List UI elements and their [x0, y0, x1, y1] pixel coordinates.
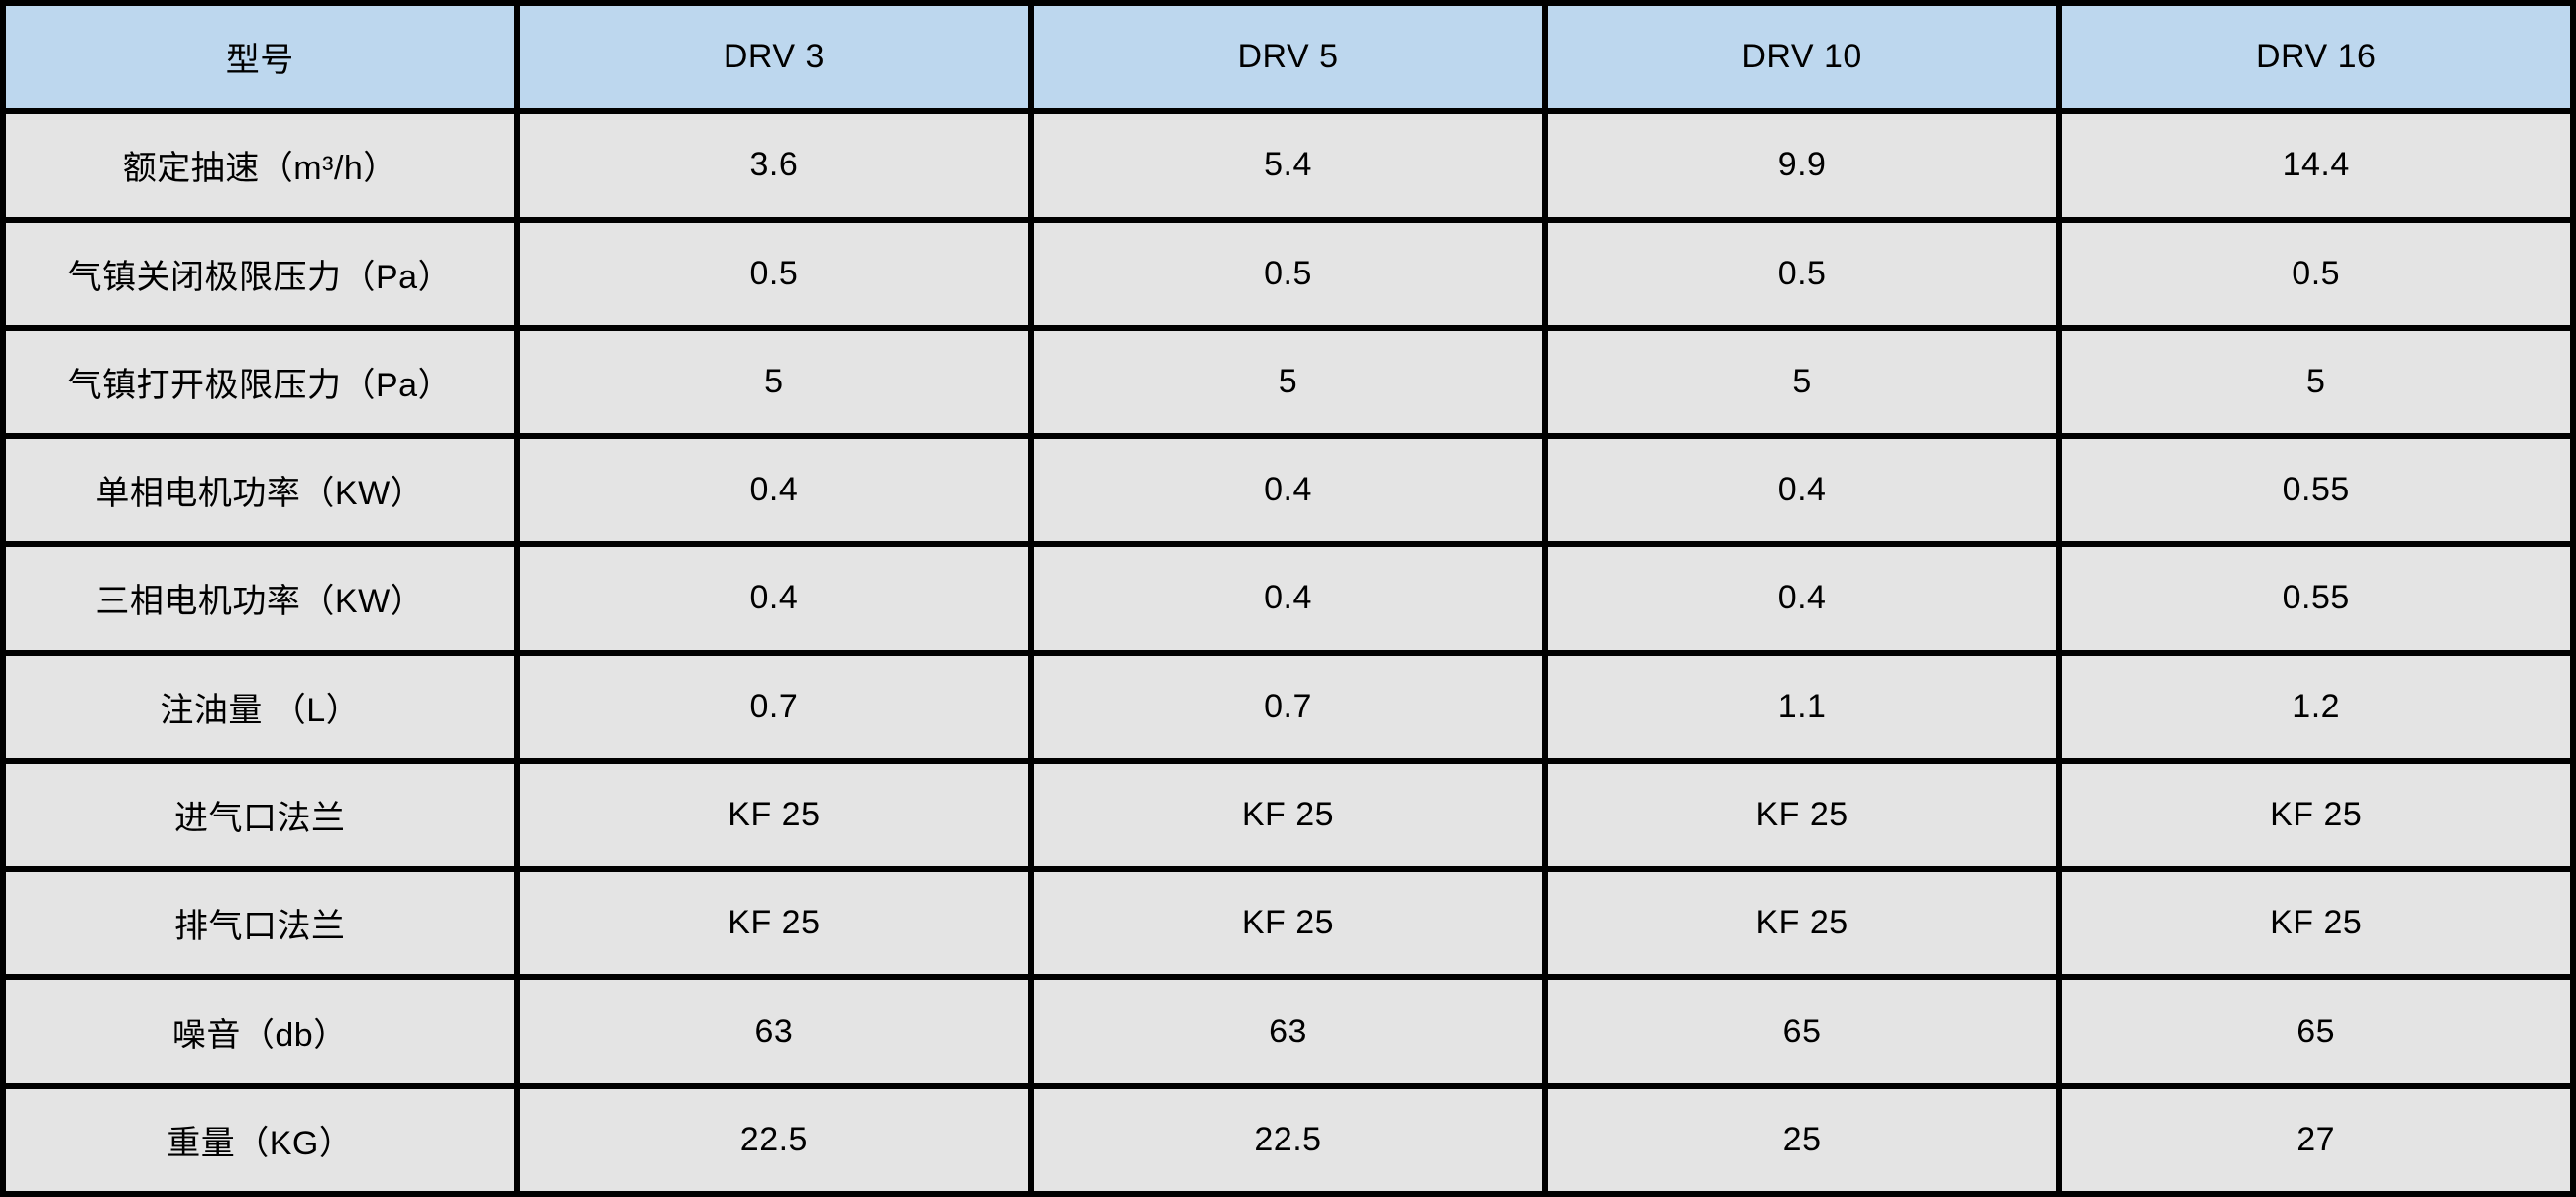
value-cell: 63: [513, 974, 1035, 1089]
header-cell-drv16: DRV 16: [2056, 0, 2576, 115]
value-cell: KF 25: [513, 757, 1035, 873]
value-cell: 0.4: [1028, 541, 1548, 656]
value-cell: 0.7: [1028, 649, 1548, 764]
value-cell: 65: [1541, 974, 2063, 1089]
table-row-exhaust-flange: 排气口法兰 KF 25 KF 25 KF 25 KF 25: [0, 866, 2576, 981]
row-label: 排气口法兰: [0, 866, 520, 981]
value-cell: 0.4: [513, 541, 1035, 656]
value-cell: 0.7: [513, 649, 1035, 764]
value-cell: KF 25: [1028, 866, 1548, 981]
value-cell: 0.5: [1541, 216, 2063, 331]
value-cell: 0.4: [1541, 541, 2063, 656]
value-cell: 5: [2056, 324, 2576, 440]
row-label: 进气口法兰: [0, 757, 520, 873]
header-cell-drv3: DRV 3: [513, 0, 1035, 115]
row-label: 注油量 （L）: [0, 649, 520, 764]
table-row-inlet-flange: 进气口法兰 KF 25 KF 25 KF 25 KF 25: [0, 757, 2576, 873]
value-cell: 5: [1028, 324, 1548, 440]
value-cell: 0.5: [1028, 216, 1548, 331]
table-row-single-phase-motor-power: 单相电机功率（KW） 0.4 0.4 0.4 0.55: [0, 433, 2576, 548]
table-row-three-phase-motor-power: 三相电机功率（KW） 0.4 0.4 0.4 0.55: [0, 541, 2576, 656]
header-cell-drv10: DRV 10: [1541, 0, 2063, 115]
row-label: 额定抽速（m³/h）: [0, 108, 520, 223]
value-cell: 0.55: [2056, 541, 2576, 656]
value-cell: 5: [1541, 324, 2063, 440]
table-row-oil-capacity: 注油量 （L） 0.7 0.7 1.1 1.2: [0, 649, 2576, 764]
value-cell: 9.9: [1541, 108, 2063, 223]
table-row-ultimate-pressure-ballast-open: 气镇打开极限压力（Pa） 5 5 5 5: [0, 324, 2576, 440]
value-cell: KF 25: [1541, 866, 2063, 981]
value-cell: 22.5: [1028, 1082, 1548, 1197]
value-cell: 1.1: [1541, 649, 2063, 764]
value-cell: 25: [1541, 1082, 2063, 1197]
value-cell: KF 25: [513, 866, 1035, 981]
value-cell: 0.4: [513, 433, 1035, 548]
table-row-noise: 噪音（db） 63 63 65 65: [0, 974, 2576, 1089]
value-cell: 27: [2056, 1082, 2576, 1197]
value-cell: 22.5: [513, 1082, 1035, 1197]
value-cell: 0.5: [2056, 216, 2576, 331]
table-header-row: 型号 DRV 3 DRV 5 DRV 10 DRV 16: [0, 0, 2576, 115]
value-cell: KF 25: [1541, 757, 2063, 873]
header-cell-drv5: DRV 5: [1028, 0, 1548, 115]
header-model-label: 型号: [0, 0, 520, 115]
value-cell: 3.6: [513, 108, 1035, 223]
table-row-pumping-speed: 额定抽速（m³/h） 3.6 5.4 9.9 14.4: [0, 108, 2576, 223]
table-row-ultimate-pressure-ballast-closed: 气镇关闭极限压力（Pa） 0.5 0.5 0.5 0.5: [0, 216, 2576, 331]
row-label: 三相电机功率（KW）: [0, 541, 520, 656]
row-label: 气镇关闭极限压力（Pa）: [0, 216, 520, 331]
value-cell: 0.5: [513, 216, 1035, 331]
row-label: 气镇打开极限压力（Pa）: [0, 324, 520, 440]
value-cell: 5.4: [1028, 108, 1548, 223]
value-cell: 5: [513, 324, 1035, 440]
value-cell: KF 25: [2056, 866, 2576, 981]
table-row-weight: 重量（KG） 22.5 22.5 25 27: [0, 1082, 2576, 1197]
value-cell: 1.2: [2056, 649, 2576, 764]
value-cell: KF 25: [1028, 757, 1548, 873]
value-cell: 0.4: [1028, 433, 1548, 548]
value-cell: 65: [2056, 974, 2576, 1089]
value-cell: 63: [1028, 974, 1548, 1089]
row-label: 单相电机功率（KW）: [0, 433, 520, 548]
value-cell: 0.55: [2056, 433, 2576, 548]
value-cell: 14.4: [2056, 108, 2576, 223]
value-cell: 0.4: [1541, 433, 2063, 548]
row-label: 噪音（db）: [0, 974, 520, 1089]
value-cell: KF 25: [2056, 757, 2576, 873]
row-label: 重量（KG）: [0, 1082, 520, 1197]
